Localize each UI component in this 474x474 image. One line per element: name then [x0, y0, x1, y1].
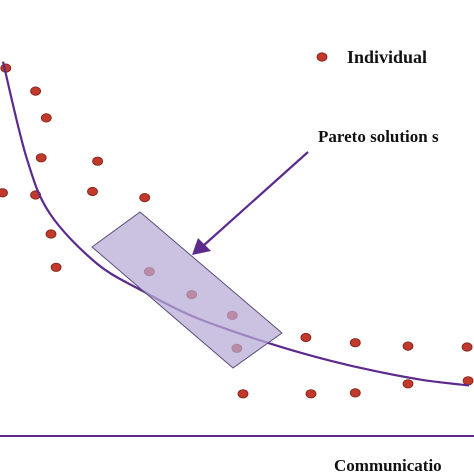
data-point-24	[462, 376, 474, 386]
x-axis-label: Communicatio	[334, 456, 442, 474]
data-point-23	[402, 379, 414, 389]
data-point-10	[45, 229, 57, 239]
data-point-9	[139, 193, 151, 203]
data-point-18	[402, 341, 414, 351]
data-point-4	[35, 153, 47, 163]
data-point-16	[300, 332, 312, 343]
data-point-3	[40, 113, 52, 123]
annotation-label: Pareto solution s	[318, 127, 439, 146]
data-point-8	[87, 186, 98, 197]
data-point-6	[0, 188, 8, 198]
data-point-22	[349, 388, 361, 398]
legend-marker-icon	[316, 52, 328, 62]
data-point-21	[305, 389, 317, 399]
data-point-20	[237, 389, 249, 399]
data-point-11	[50, 262, 62, 272]
legend-label: Individual	[347, 47, 427, 67]
pareto-solution-box	[91, 211, 283, 369]
data-point-5	[92, 156, 103, 166]
data-point-17	[349, 338, 361, 348]
data-point-2	[30, 86, 41, 96]
annotation-arrow	[192, 151, 309, 255]
data-point-19	[461, 342, 473, 352]
legend: Individual	[316, 47, 427, 67]
